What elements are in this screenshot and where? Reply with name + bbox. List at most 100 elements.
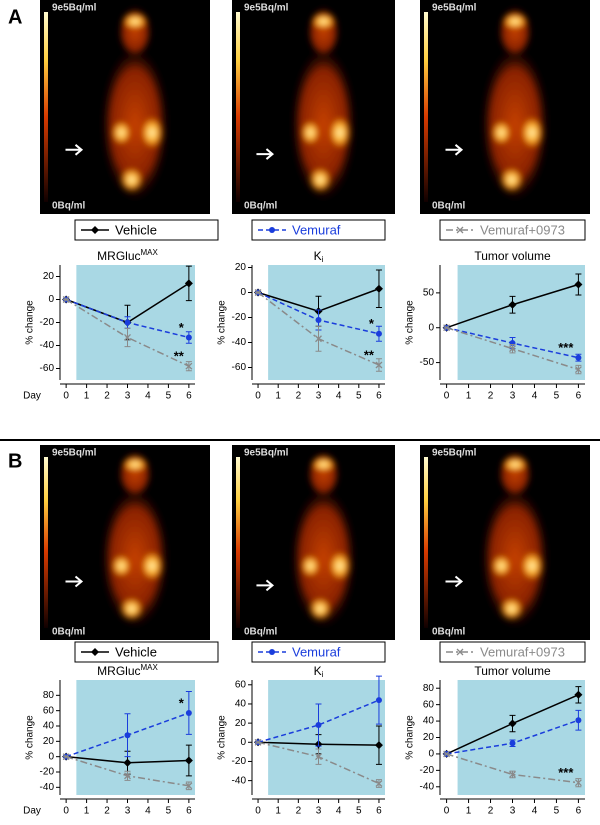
chart-title-main: K bbox=[314, 664, 322, 678]
color-bar bbox=[44, 12, 48, 202]
scale-max-label: 9e5Bq/ml bbox=[52, 3, 97, 14]
hot-spot bbox=[308, 166, 332, 193]
significance-label: ** bbox=[174, 349, 185, 364]
y-tick-label: -20 bbox=[232, 756, 247, 767]
x-tick-label: 4 bbox=[532, 391, 538, 402]
data-point bbox=[508, 300, 517, 309]
y-axis-label: % change bbox=[25, 715, 36, 760]
x-tick-label: 4 bbox=[336, 391, 342, 402]
x-tick-label: 6 bbox=[186, 391, 192, 402]
legend-label: Vemuraf bbox=[292, 644, 341, 659]
mouse-body bbox=[101, 47, 169, 202]
mouse-body bbox=[481, 487, 549, 629]
data-point bbox=[124, 333, 131, 341]
x-tick-label: 4 bbox=[145, 391, 151, 402]
x-tick-label: 1 bbox=[84, 391, 90, 402]
arrow bbox=[65, 575, 84, 588]
x-tick-label: 1 bbox=[84, 806, 90, 817]
color-bar bbox=[44, 457, 48, 628]
legend-label: Vehicle bbox=[115, 644, 157, 659]
x-tick-label: 5 bbox=[554, 806, 560, 817]
legend-marker bbox=[269, 227, 275, 233]
x-tick-label: 1 bbox=[466, 391, 472, 402]
x-tick-label: 2 bbox=[296, 391, 302, 402]
legend-label: Vemuraf+0973 bbox=[480, 222, 565, 237]
y-tick-label: -60 bbox=[40, 363, 55, 374]
x-tick-label: 2 bbox=[488, 391, 494, 402]
legend-label: Vemuraf+0973 bbox=[480, 644, 565, 659]
x-tick-label: 4 bbox=[336, 806, 342, 817]
y-axis-label: % change bbox=[405, 300, 416, 345]
y-tick-label: -20 bbox=[420, 765, 435, 776]
y-tick-label: 50 bbox=[423, 288, 435, 299]
hot-spot bbox=[501, 12, 529, 30]
hot-spot bbox=[328, 550, 352, 582]
chart-title-sub: i bbox=[322, 255, 324, 264]
data-point bbox=[315, 335, 322, 343]
legend-box bbox=[74, 641, 219, 663]
mouse bbox=[101, 6, 169, 202]
hot-spot bbox=[308, 597, 332, 621]
y-tick-label: 20 bbox=[423, 732, 435, 743]
hot-spot bbox=[140, 550, 164, 582]
significance-label: * bbox=[179, 695, 185, 710]
shaded-region bbox=[76, 680, 195, 795]
arrow bbox=[256, 579, 275, 592]
data-point bbox=[185, 782, 193, 790]
chart-title-sup: MAX bbox=[141, 663, 159, 672]
x-tick-label: 5 bbox=[554, 391, 560, 402]
y-tick-label: 80 bbox=[423, 683, 435, 694]
hot-spot bbox=[310, 456, 337, 473]
color-bar bbox=[424, 12, 428, 202]
panel-label: A bbox=[8, 6, 22, 28]
significance-label: * bbox=[369, 316, 375, 331]
x-tick-label: 0 bbox=[444, 806, 450, 817]
x-tick-label: 0 bbox=[255, 806, 261, 817]
x-tick-label: 1 bbox=[466, 806, 472, 817]
x-axis-label: Day bbox=[23, 391, 41, 402]
chart-title: MRGlucMAX bbox=[97, 248, 158, 263]
y-tick-label: 80 bbox=[43, 690, 55, 701]
hot-spot bbox=[111, 554, 132, 578]
data-point bbox=[185, 362, 193, 370]
data-point bbox=[575, 717, 582, 724]
x-tick-label: 1 bbox=[275, 806, 281, 817]
significance-label: ** bbox=[364, 347, 375, 362]
y-axis-label: % change bbox=[217, 715, 228, 760]
x-tick-label: 6 bbox=[186, 806, 192, 817]
data-point bbox=[574, 280, 583, 289]
data-point bbox=[124, 319, 131, 326]
x-tick-label: 3 bbox=[510, 806, 516, 817]
chart-title: MRGlucMAX bbox=[97, 663, 158, 678]
y-tick-label: 0 bbox=[428, 749, 434, 760]
chart-title: Tumor volume bbox=[474, 249, 551, 263]
data-point bbox=[315, 753, 322, 761]
legend-marker bbox=[456, 648, 464, 656]
y-tick-label: -40 bbox=[232, 337, 247, 348]
data-point bbox=[375, 361, 383, 369]
chart-title-sub: i bbox=[322, 670, 324, 679]
data-point bbox=[375, 330, 382, 337]
x-tick-label: 6 bbox=[576, 806, 582, 817]
hot-spot bbox=[119, 166, 144, 193]
data-point bbox=[124, 732, 131, 739]
y-axis-label: % change bbox=[25, 300, 36, 345]
scale-min-label: 0Bq/ml bbox=[52, 627, 86, 638]
scale-min-label: 0Bq/ml bbox=[244, 627, 278, 638]
chart-title-main: Tumor volume bbox=[474, 664, 551, 678]
chart-title-main: MRGluc bbox=[97, 664, 140, 678]
scale-max-label: 9e5Bq/ml bbox=[244, 448, 289, 459]
mouse-body bbox=[481, 47, 549, 202]
data-point bbox=[508, 719, 517, 728]
x-tick-label: 3 bbox=[510, 391, 516, 402]
y-tick-label: -60 bbox=[232, 362, 247, 373]
data-point bbox=[62, 296, 70, 303]
legend-marker bbox=[91, 226, 99, 234]
x-tick-label: 3 bbox=[125, 391, 131, 402]
x-tick-label: 5 bbox=[166, 391, 172, 402]
scale-min-label: 0Bq/ml bbox=[52, 201, 86, 212]
x-axis-label: Day bbox=[23, 806, 41, 817]
data-point bbox=[375, 780, 383, 787]
y-tick-label: 20 bbox=[235, 718, 247, 729]
shaded-region bbox=[268, 680, 385, 795]
